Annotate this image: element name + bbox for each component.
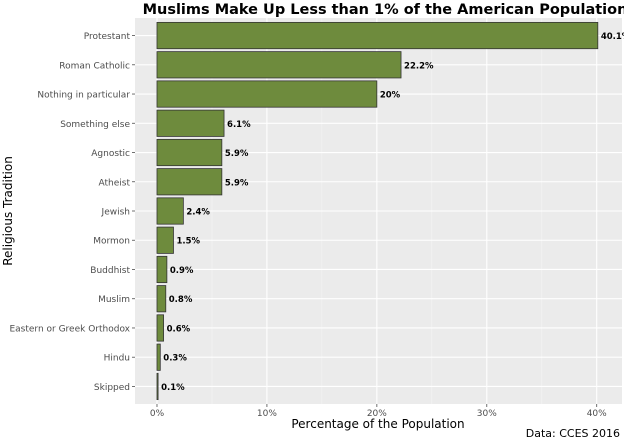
data-label: 2.4% [186,208,210,218]
bar [156,138,223,167]
y-tick-label: Protestant [84,32,131,42]
x-tick-label: 10% [257,409,277,419]
x-tick-label: 30% [477,409,497,419]
x-tick-label: 40% [587,409,607,419]
bar [156,197,184,225]
y-tick-label: Atheist [99,178,131,188]
bar [156,255,168,284]
data-label: 1.5% [176,237,200,247]
data-label: 0.1% [161,383,185,393]
chart-title: Muslims Make Up Less than 1% of the Amer… [143,2,624,18]
caption: Data: CCES 2016 [526,427,620,440]
y-tick-label: Nothing in particular [37,91,130,101]
bar [156,80,378,108]
bar [156,314,164,342]
data-label: 22.2% [404,61,434,71]
data-label: 5.9% [225,149,249,159]
x-axis-title: Percentage of the Population [291,417,464,431]
y-tick-label: Skipped [94,383,130,393]
data-label: 0.9% [170,266,194,276]
y-tick-label: Roman Catholic [59,61,130,71]
data-label: 0.6% [167,324,191,334]
x-tick-label: 0% [150,409,165,419]
data-label: 0.3% [163,354,187,364]
y-tick-label: Hindu [104,354,130,364]
y-tick-label: Muslim [98,295,130,305]
bar [156,168,223,196]
y-tick-label: Something else [60,120,130,130]
y-tick-label: Buddhist [90,266,130,276]
y-tick-label: Jewish [101,208,130,218]
data-label: 40.1% [601,32,624,42]
y-axis-title: Religious Tradition [1,156,15,266]
y-tick-label: Eastern or Greek Orthodox [9,324,130,334]
data-label: 6.1% [227,120,251,130]
x-tick-label: 20% [367,409,387,419]
data-label: 5.9% [225,178,249,188]
data-label: 0.8% [169,295,193,305]
bar [156,21,599,50]
bar [156,343,161,371]
bar [156,285,167,313]
bar [156,109,225,137]
y-tick-label: Mormon [93,237,130,247]
bar [156,226,174,254]
bar [156,372,159,401]
data-label: 20% [380,91,401,101]
bar [156,51,402,79]
y-tick-label: Agnostic [91,149,130,159]
